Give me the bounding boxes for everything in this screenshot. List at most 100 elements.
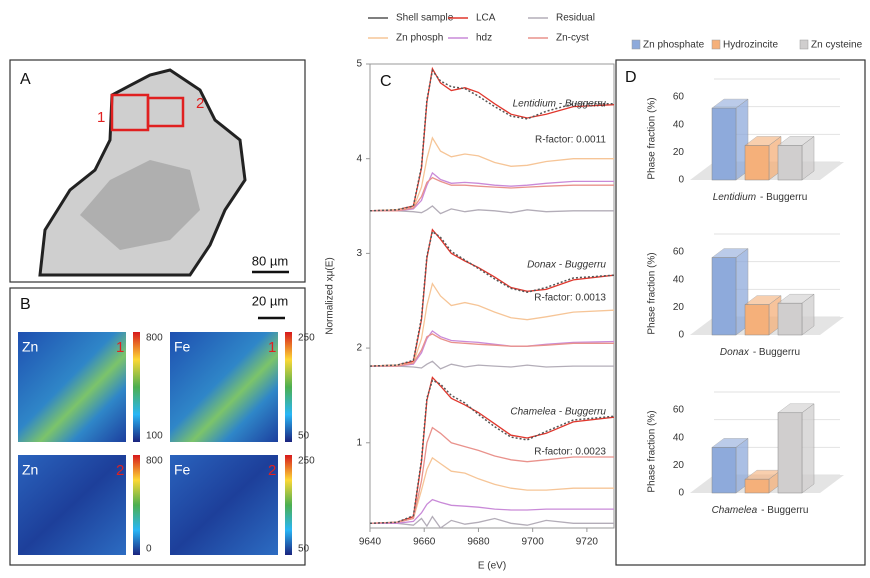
chart-title-italic: Donax bbox=[720, 347, 750, 358]
panel-label: C bbox=[380, 73, 392, 90]
y-axis-label: Phase fraction (%) bbox=[647, 252, 658, 334]
y-tick-label: 0 bbox=[678, 175, 684, 186]
bar bbox=[777, 412, 803, 494]
region-label: 2 bbox=[196, 95, 204, 112]
colorbar-label: 50 bbox=[298, 544, 310, 555]
colorbar-label: 50 bbox=[298, 431, 310, 442]
x-tick-label: 9700 bbox=[522, 537, 545, 548]
spectrum-line bbox=[369, 379, 615, 525]
y-tick-label: 3 bbox=[356, 248, 362, 259]
colorbar-label: 0 bbox=[146, 544, 152, 555]
colorbar-label: 100 bbox=[146, 431, 163, 442]
plot-frame bbox=[369, 63, 615, 529]
element-map bbox=[170, 455, 278, 555]
bar bbox=[744, 304, 770, 336]
bar bbox=[777, 302, 803, 336]
legend-label: Residual bbox=[556, 13, 595, 24]
colorbar-label: 800 bbox=[146, 456, 163, 467]
y-tick-label: 0 bbox=[678, 330, 684, 341]
region-box bbox=[146, 96, 185, 128]
legend-label: Zn phosphate bbox=[643, 40, 705, 51]
spectrum-line bbox=[370, 333, 614, 367]
y-tick-label: 0 bbox=[678, 488, 684, 499]
legend-label: LCA bbox=[476, 13, 496, 24]
region-label: 2 bbox=[268, 462, 276, 479]
panel-label: A bbox=[20, 71, 31, 88]
y-tick-label: 2 bbox=[356, 343, 362, 354]
chart-title-rest: - Buggerru bbox=[761, 505, 808, 516]
spectrum-line bbox=[369, 136, 614, 212]
colorbar-label: 250 bbox=[298, 333, 315, 344]
panel-frame bbox=[615, 59, 866, 566]
sample-annotation: Donax - Buggerru bbox=[527, 260, 606, 271]
spectrum-line bbox=[370, 498, 614, 524]
y-tick-label: 60 bbox=[673, 405, 685, 416]
element-label: Zn bbox=[22, 339, 38, 355]
chart-title-rest: - Buggerru bbox=[753, 347, 800, 358]
chart-title-italic: Lentidium bbox=[713, 192, 756, 203]
bar bbox=[744, 145, 770, 181]
element-map bbox=[18, 332, 126, 442]
y-tick-label: 40 bbox=[673, 432, 685, 443]
legend-swatch bbox=[799, 39, 809, 50]
region-label: 1 bbox=[268, 339, 276, 356]
r-factor: R-factor: 0.0023 bbox=[534, 447, 606, 458]
y-tick-label: 20 bbox=[673, 302, 685, 313]
element-label: Zn bbox=[22, 462, 38, 478]
element-map bbox=[170, 332, 278, 442]
bar-side bbox=[801, 403, 815, 494]
bar bbox=[744, 478, 770, 494]
bar bbox=[777, 145, 803, 181]
colorbar-label: 800 bbox=[146, 333, 163, 344]
element-map bbox=[18, 455, 126, 555]
legend-label: Hydrozincite bbox=[723, 40, 778, 51]
sample-annotation: Chamelea - Buggerru bbox=[510, 407, 606, 418]
chart-title: Chamelea - Buggerru bbox=[712, 505, 809, 516]
sample-image bbox=[80, 160, 200, 250]
y-tick-label: 1 bbox=[356, 437, 362, 448]
y-tick-label: 40 bbox=[673, 274, 685, 285]
bar bbox=[711, 257, 737, 336]
y-axis-label: Phase fraction (%) bbox=[647, 410, 658, 492]
r-factor: R-factor: 0.0013 bbox=[534, 293, 606, 304]
spectrum-line bbox=[369, 68, 614, 212]
y-tick-label: 4 bbox=[356, 153, 362, 164]
chart-title-italic: Chamelea bbox=[712, 505, 758, 516]
spectrum-line bbox=[370, 176, 614, 212]
x-tick-label: 9680 bbox=[467, 537, 490, 548]
colorbar bbox=[133, 332, 140, 442]
spectrum-line bbox=[370, 330, 615, 367]
legend-label: hdz bbox=[476, 33, 492, 44]
element-label: Fe bbox=[174, 339, 191, 355]
spectrum-line bbox=[370, 171, 614, 212]
spectrum-line bbox=[370, 360, 614, 370]
chart-title-rest: - Buggerru bbox=[760, 192, 807, 203]
y-tick-label: 60 bbox=[673, 247, 685, 258]
legend-label: Zn cysteine bbox=[811, 40, 863, 51]
spectrum-line bbox=[369, 230, 615, 367]
r-factor: R-factor: 0.0011 bbox=[535, 135, 606, 146]
y-axis-label: Normalized xμ(E) bbox=[325, 257, 336, 334]
y-tick-label: 20 bbox=[673, 147, 685, 158]
y-tick-label: 40 bbox=[673, 119, 685, 130]
colorbar bbox=[285, 332, 292, 442]
spectrum-line bbox=[370, 515, 614, 529]
legend-label: Zn phosph bbox=[396, 33, 443, 44]
panel-label: D bbox=[625, 69, 637, 86]
sample-annotation: Lentidium - Buggerru bbox=[513, 99, 607, 110]
x-tick-label: 9660 bbox=[413, 537, 436, 548]
scale-label: 20 µm bbox=[252, 293, 288, 308]
legend-swatch bbox=[711, 39, 721, 50]
panel-a: A 1 2 80 µm bbox=[9, 59, 306, 283]
scale-label: 80 µm bbox=[252, 253, 288, 268]
spectrum-line bbox=[369, 376, 615, 524]
colorbar bbox=[133, 455, 140, 555]
spectrum-line bbox=[369, 66, 615, 212]
x-axis-label: E (eV) bbox=[478, 561, 506, 572]
y-axis-label: Phase fraction (%) bbox=[647, 97, 658, 179]
spectrum-line bbox=[369, 456, 614, 524]
bar bbox=[711, 107, 737, 181]
colorbar-label: 250 bbox=[298, 456, 315, 467]
chart-title: Lentidium - Buggerru bbox=[713, 192, 808, 203]
